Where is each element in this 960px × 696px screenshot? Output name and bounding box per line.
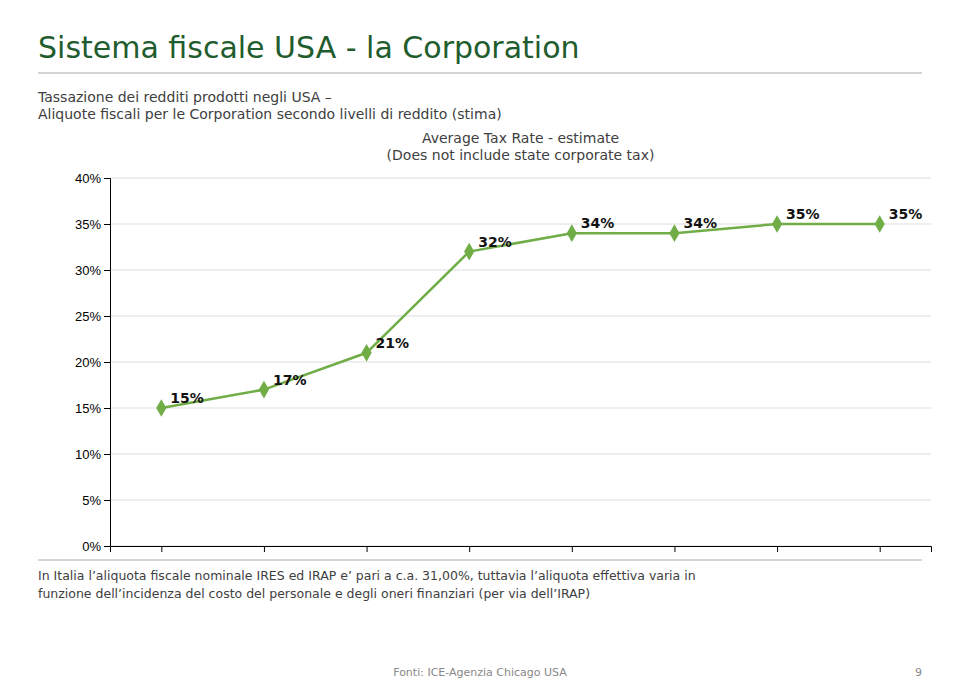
tick-mark — [469, 546, 470, 552]
tick-label: 5% — [82, 493, 101, 508]
title: Sistema fiscale USA - la Corporation — [38, 30, 580, 65]
tick — [777, 546, 778, 552]
tick-mark — [161, 546, 162, 552]
tick: 5% — [82, 493, 110, 508]
grid-line — [110, 362, 931, 363]
tick-mark — [264, 546, 265, 552]
rule — [38, 73, 922, 74]
footnote: funzione dell’incidenza del costo del pe… — [38, 586, 590, 601]
line — [161, 224, 879, 408]
y-axis: 0% 5% 10% 15% 20% 25% 30% 35% 40% — [75, 171, 111, 554]
tick: 30% — [75, 263, 110, 278]
subtitle: Tassazione dei redditi prodotti negli US… — [37, 89, 332, 105]
tick — [469, 546, 470, 552]
tick-mark — [572, 546, 573, 552]
rule — [38, 560, 922, 561]
tick: 40% — [75, 171, 110, 186]
subtitle: Aliquote fiscali per le Corporation seco… — [38, 106, 502, 122]
grid-line — [110, 500, 931, 501]
marker — [361, 344, 371, 362]
chart-title: (Does not include state corporate tax) — [387, 147, 655, 163]
plot: 0% 5% 10% 15% 20% 25% 30% 35% 40% 15% 17% 21% 32% 34%… — [75, 171, 932, 554]
tick: 10% — [75, 447, 110, 462]
data-label: 35% — [786, 206, 820, 222]
marker — [875, 215, 885, 233]
source: Fonti: ICE-Agenzia Chicago USA — [393, 666, 567, 679]
tick — [367, 546, 368, 552]
grid-line — [110, 316, 931, 317]
data-label: 21% — [376, 335, 410, 351]
tick-mark — [104, 362, 110, 363]
grid-line — [110, 270, 931, 271]
data-label: 17% — [273, 372, 307, 388]
grid-line — [110, 178, 931, 179]
data-labels: 15% 17% 21% 32% 34% 34% 35% 35% — [170, 206, 922, 406]
tick-mark — [880, 546, 881, 552]
tick — [264, 546, 265, 552]
tick-mark — [367, 546, 368, 552]
x-axis — [111, 546, 932, 552]
tick-mark — [104, 178, 110, 179]
data-label: 32% — [478, 234, 512, 250]
marker — [156, 399, 166, 417]
tick — [161, 546, 162, 552]
tick-label: 35% — [75, 217, 101, 232]
tick-label: 40% — [75, 171, 101, 186]
axis-line — [111, 547, 932, 553]
tick-mark — [104, 270, 110, 271]
page-number: 9 — [915, 666, 922, 679]
tick-label: 15% — [75, 401, 101, 416]
chart-title: Average Tax Rate - estimate — [422, 130, 619, 146]
data-label: 35% — [889, 206, 923, 222]
tick-mark — [104, 500, 110, 501]
tick-mark — [104, 408, 110, 409]
tick — [880, 546, 881, 552]
tick-mark — [674, 546, 675, 552]
tick-mark — [777, 546, 778, 552]
tick-mark — [104, 454, 110, 455]
data-label: 34% — [683, 215, 717, 231]
tick-label: 10% — [75, 447, 101, 462]
axis-line — [104, 179, 111, 547]
marker — [259, 381, 269, 399]
tick-mark — [104, 316, 110, 317]
marker — [567, 224, 577, 242]
chart: Sistema fiscale USA - la Corporation Tass… — [0, 0, 960, 696]
tick: 20% — [75, 355, 110, 370]
tick: 25% — [75, 309, 110, 324]
tick-label: 0% — [82, 539, 101, 554]
grid — [110, 178, 931, 546]
data-label: 15% — [170, 390, 204, 406]
tick — [572, 546, 573, 552]
footnote: In Italia l’aliquota fiscale nominale IR… — [38, 568, 696, 583]
marker — [464, 243, 474, 261]
marker — [669, 224, 679, 242]
tick-label: 25% — [75, 309, 101, 324]
grid-line — [110, 408, 931, 409]
tick-mark — [104, 224, 110, 225]
marker — [772, 215, 782, 233]
tick-label: 20% — [75, 355, 101, 370]
tick-mark — [104, 546, 110, 547]
marks — [156, 215, 885, 417]
tick — [674, 546, 675, 552]
tick: 35% — [75, 217, 110, 232]
data-label: 34% — [581, 215, 615, 231]
tick: 0% — [82, 539, 110, 554]
tick: 15% — [75, 401, 110, 416]
grid-line — [110, 454, 931, 455]
tick-label: 30% — [75, 263, 101, 278]
